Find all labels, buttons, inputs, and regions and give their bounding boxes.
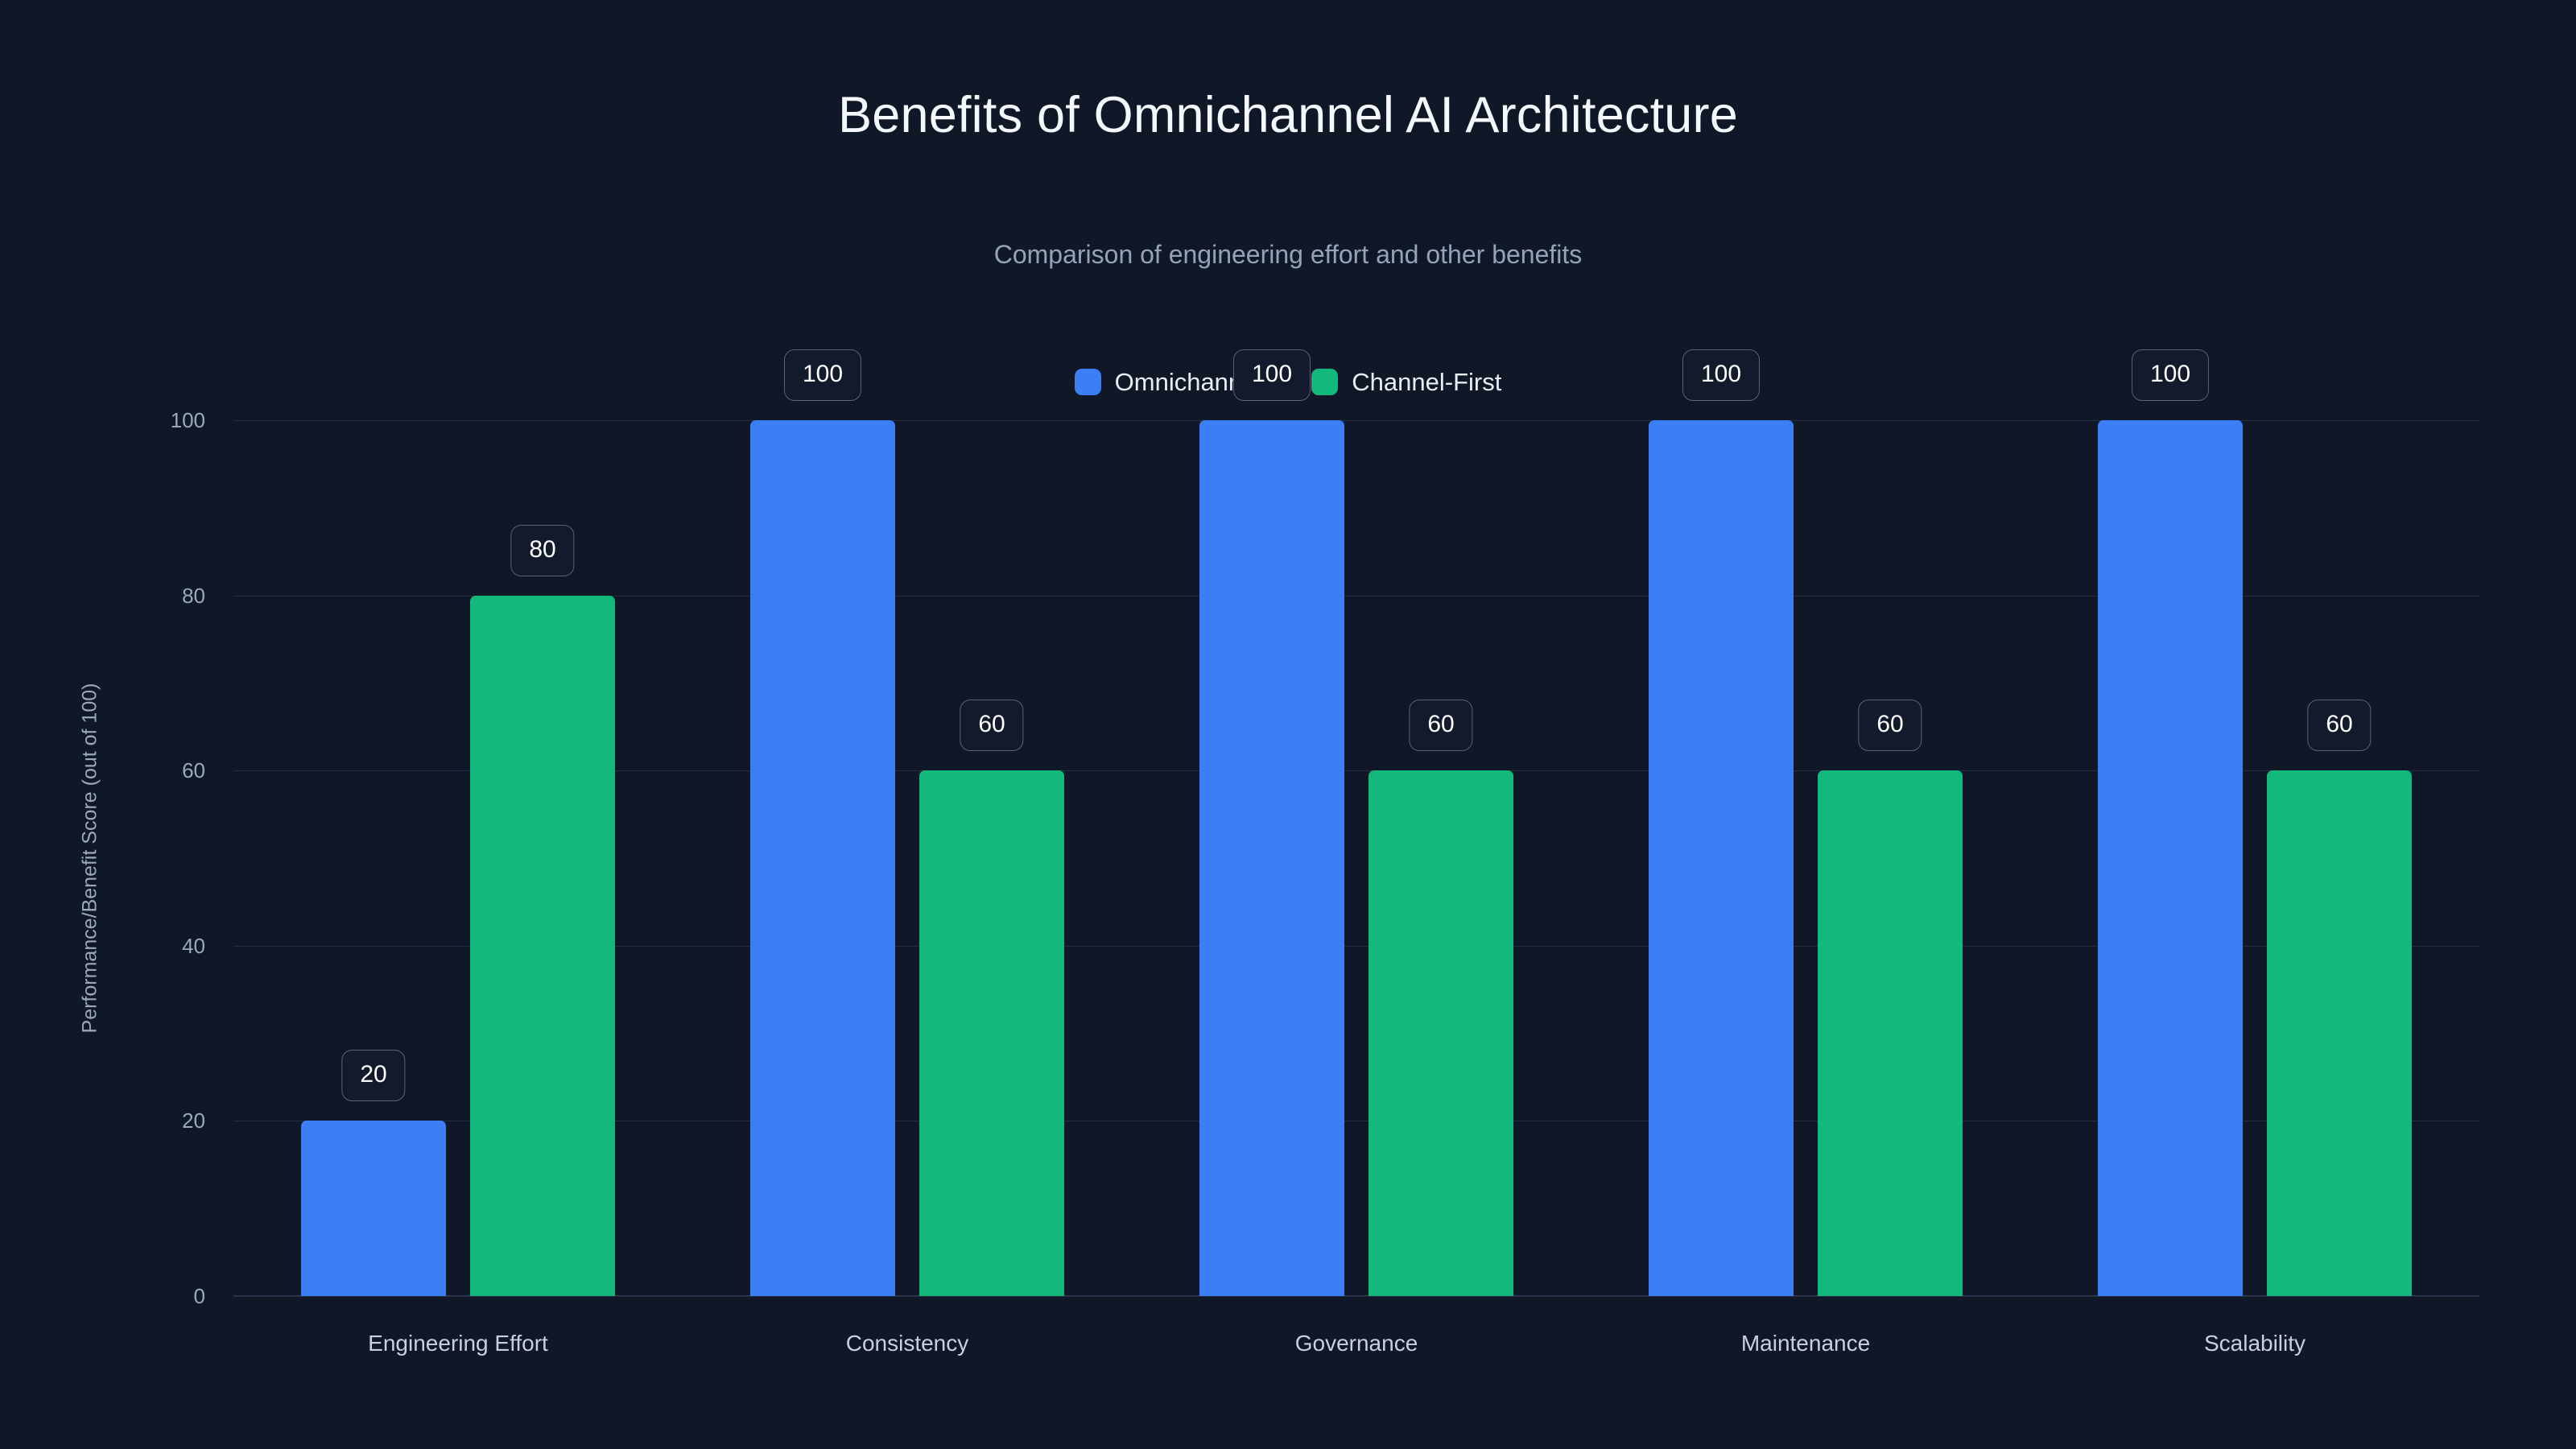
- bar-channel-first-engineering-effort[interactable]: [470, 595, 615, 1296]
- gridline: [233, 945, 2479, 947]
- legend-swatch-icon: [1311, 369, 1339, 395]
- y-axis-tick-label: 100: [170, 408, 205, 432]
- plot-area: [233, 420, 2479, 1297]
- x-axis-label-scalability: Scalability: [2203, 1331, 2306, 1356]
- x-axis-label-consistency: Consistency: [845, 1331, 969, 1356]
- legend-label: Channel-First: [1352, 368, 1502, 396]
- y-axis-tick-label: 20: [182, 1108, 205, 1133]
- y-axis-tick-label: 0: [193, 1284, 205, 1308]
- data-label-chip: 100: [1232, 349, 1311, 401]
- data-label-chip: 60: [1409, 700, 1473, 752]
- data-label-chip: 60: [960, 700, 1024, 752]
- y-axis-tick-label: 80: [182, 583, 205, 608]
- data-label-chip: 100: [2131, 349, 2210, 401]
- x-axis-label-engineering-effort: Engineering Effort: [368, 1331, 548, 1356]
- bar-channel-first-scalability[interactable]: [2267, 770, 2412, 1296]
- chart-title: Benefits of Omnichannel AI Architecture: [838, 87, 1738, 143]
- data-label-chip: 20: [341, 1050, 406, 1102]
- gridline: [233, 1296, 2479, 1297]
- bar-omnichannel-governance[interactable]: [1199, 420, 1344, 1296]
- data-label-chip: 100: [783, 349, 862, 401]
- bar-channel-first-maintenance[interactable]: [1818, 770, 1963, 1296]
- bar-omnichannel-scalability[interactable]: [2098, 420, 2243, 1296]
- chart-subtitle: Comparison of engineering effort and oth…: [993, 240, 1583, 269]
- data-label-chip: 60: [2307, 700, 2372, 752]
- y-axis-tick-label: 40: [182, 933, 205, 958]
- y-axis-title: Performance/Benefit Score (out of 100): [78, 683, 101, 1034]
- legend-swatch-icon: [1074, 369, 1101, 395]
- x-axis-label-maintenance: Maintenance: [1740, 1331, 1871, 1356]
- bar-omnichannel-consistency[interactable]: [750, 420, 895, 1296]
- data-label-chip: 60: [1858, 700, 1922, 752]
- gridline: [233, 420, 2479, 421]
- gridline: [233, 770, 2479, 772]
- data-label-chip: 80: [510, 524, 575, 576]
- bar-channel-first-consistency[interactable]: [919, 770, 1064, 1296]
- bar-channel-first-governance[interactable]: [1368, 770, 1513, 1296]
- bar-omnichannel-maintenance[interactable]: [1649, 420, 1794, 1296]
- legend-item-channel-first[interactable]: Channel-First: [1311, 369, 1501, 395]
- gridline: [233, 595, 2479, 597]
- bar-omnichannel-engineering-effort[interactable]: [301, 1121, 446, 1296]
- x-axis-label-governance: Governance: [1294, 1331, 1418, 1356]
- y-axis-tick-label: 60: [182, 758, 205, 783]
- data-label-chip: 100: [1682, 349, 1761, 401]
